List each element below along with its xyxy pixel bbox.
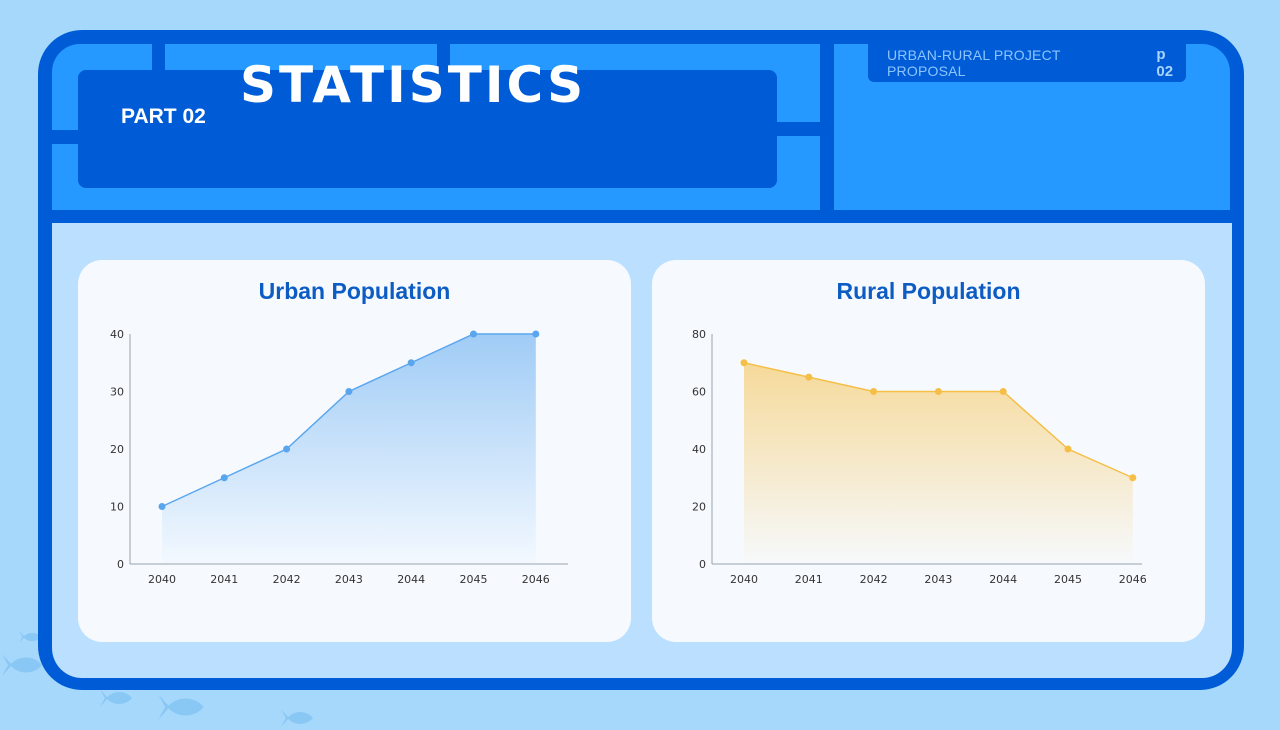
page-title: STATISTICS — [240, 56, 587, 114]
y-tick-label: 10 — [110, 501, 124, 514]
data-point[interactable] — [532, 330, 540, 338]
area-fill — [744, 362, 1133, 564]
y-tick-label: 40 — [692, 443, 706, 456]
project-name: URBAN-RURAL PROJECT PROPOSAL — [887, 47, 1061, 79]
data-point[interactable] — [158, 503, 166, 510]
data-point[interactable] — [870, 388, 878, 395]
x-tick-label: 2044 — [989, 573, 1017, 586]
data-point[interactable] — [220, 474, 228, 482]
chart-title: Urban Population — [258, 278, 451, 304]
x-tick-label: 2045 — [460, 573, 488, 586]
fish-decoration-icon — [281, 709, 313, 727]
x-tick-label: 2046 — [1119, 573, 1147, 586]
x-tick-label: 2045 — [1054, 573, 1082, 586]
urban-chart-card: Urban Population 0 10 20 30 40 2040 2041 2042 20… — [78, 260, 631, 642]
page-number: p 02 — [1156, 46, 1174, 80]
x-tick-label: 2040 — [148, 573, 176, 586]
x-tick-label: 2043 — [335, 573, 363, 586]
header-divider — [152, 44, 165, 74]
fish-decoration-icon — [100, 689, 132, 707]
header-divider — [437, 44, 450, 74]
fish-decoration-icon — [19, 631, 41, 643]
header-divider — [770, 122, 825, 136]
x-tick-label: 2041 — [795, 573, 823, 586]
part-label: PART 02 — [121, 105, 206, 128]
x-tick-label: 2044 — [397, 573, 425, 586]
y-tick-label: 60 — [692, 386, 706, 399]
y-tick-label: 20 — [110, 443, 124, 456]
x-tick-label: 2041 — [210, 573, 238, 586]
data-point[interactable] — [805, 373, 813, 381]
data-point[interactable] — [999, 388, 1007, 395]
rural-chart-card: Rural Population 0 20 40 60 80 2040 2041 2042 20… — [652, 260, 1205, 642]
header-divider — [52, 130, 82, 144]
data-point[interactable] — [283, 445, 291, 453]
x-tick-label: 2043 — [924, 573, 952, 586]
data-point[interactable] — [740, 359, 748, 367]
y-tick-label: 0 — [117, 558, 124, 571]
y-tick-label: 40 — [110, 328, 124, 341]
y-tick-label: 0 — [699, 558, 706, 571]
urban-area-chart: 0 10 20 30 40 2040 2041 2042 2043 2044 2045 2046 — [110, 328, 568, 586]
data-point[interactable] — [934, 388, 942, 395]
title-box — [78, 70, 777, 188]
data-point[interactable] — [470, 330, 477, 338]
x-tick-label: 2042 — [273, 573, 301, 586]
header-divider — [820, 44, 834, 214]
data-point[interactable] — [345, 388, 353, 395]
fish-decoration-icon — [2, 654, 42, 676]
chart-title: Rural Population — [836, 278, 1021, 304]
data-point[interactable] — [407, 359, 415, 367]
area-fill — [162, 334, 536, 564]
x-tick-label: 2046 — [522, 573, 550, 586]
data-point[interactable] — [1129, 474, 1137, 482]
y-tick-label: 20 — [692, 501, 706, 514]
x-tick-label: 2040 — [730, 573, 758, 586]
y-tick-label: 80 — [692, 328, 706, 341]
project-tag: URBAN-RURAL PROJECT PROPOSAL p 02 — [868, 44, 1186, 82]
fish-decoration-icon — [158, 694, 204, 720]
x-tick-label: 2042 — [860, 573, 888, 586]
y-tick-label: 30 — [110, 386, 124, 399]
data-point[interactable] — [1064, 445, 1072, 453]
